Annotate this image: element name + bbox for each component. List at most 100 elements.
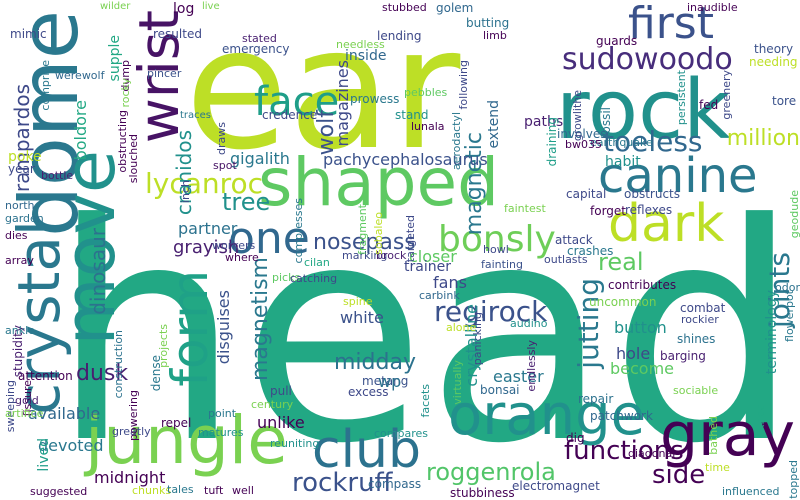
word-attention: attention	[18, 369, 73, 383]
word-pincer: pincer	[147, 67, 182, 80]
word-wilder: wilder	[100, 1, 131, 12]
word-ankle: ankle	[5, 324, 35, 337]
word-electromagnet: electromagnet	[512, 479, 600, 493]
word-patchwork: patchwork	[590, 409, 653, 423]
word-rockier: rockier	[681, 313, 719, 326]
word-bonsly: bonsly	[438, 219, 556, 260]
word-tales: tales	[167, 483, 194, 496]
word-geodude: geodude	[788, 190, 800, 239]
word-powering: powering	[127, 390, 140, 442]
word-midday: midday	[334, 350, 416, 375]
word-magazines: magazines	[333, 60, 352, 147]
word-million: million	[726, 126, 800, 151]
word-gray: gray	[660, 400, 796, 470]
word-jungle: jungle	[85, 402, 288, 479]
word-head: head	[51, 160, 800, 500]
word-regirock: regirock	[434, 295, 548, 328]
word-traces: traces	[180, 110, 212, 121]
word-well: well	[232, 484, 254, 497]
word-facets: facets	[419, 384, 432, 418]
word-greatly: greatly	[112, 425, 151, 438]
word-workers: workers	[212, 239, 256, 252]
word-inside: inside	[345, 48, 387, 64]
word-year: year	[8, 162, 35, 176]
word-sociable: sociable	[673, 384, 719, 397]
word-needing: needing	[749, 55, 798, 69]
word-paths: paths	[524, 114, 564, 130]
word-compass: compass	[368, 477, 422, 491]
word-fans: fans	[433, 273, 467, 292]
word-howl: howl	[483, 243, 509, 256]
word-lending: lending	[377, 29, 422, 43]
word-capital: capital	[566, 187, 607, 201]
word-face: face	[254, 79, 340, 125]
word-spine: spine	[343, 295, 373, 308]
word-lycanroc: lycanroc	[145, 167, 264, 200]
word-live: live	[202, 1, 220, 12]
word-resulted: resulted	[153, 27, 202, 41]
word-tore: tore	[772, 94, 797, 108]
word-following: following	[457, 60, 470, 110]
word-artifice: artifice	[5, 407, 44, 420]
word-combat: combat	[680, 301, 726, 315]
word-greenery: greenery	[720, 70, 733, 120]
word-inaudible: inaudible	[687, 1, 738, 14]
word-extend: extend	[486, 100, 502, 149]
word-bathed: bathed	[707, 416, 720, 455]
word-poke: poke	[8, 149, 42, 165]
word-repair: repair	[578, 392, 614, 406]
word-dig: dig	[566, 431, 585, 445]
word-compresses: compresses	[292, 198, 305, 264]
word-diagonal: diagonal	[628, 447, 676, 460]
word-carbink: carbink	[419, 289, 460, 302]
word-sobaleo: sobaleo	[372, 212, 385, 255]
word-century: century	[251, 398, 294, 411]
word-metang: metang	[362, 374, 409, 388]
word-one: one	[228, 213, 310, 264]
word-draws: draws	[215, 122, 228, 155]
word-reuniting: reuniting	[270, 437, 320, 450]
word-slouched: slouched	[127, 134, 140, 184]
word-prowess: prowess	[350, 92, 400, 106]
word-compares: compares	[374, 427, 428, 440]
word-functions: functions	[564, 436, 684, 466]
word-time: time	[705, 461, 730, 474]
word-stand: stand	[395, 108, 429, 122]
word-available: available	[28, 404, 101, 423]
word-habit: habit	[605, 154, 641, 170]
word-garden: garden	[5, 212, 44, 225]
word-gold: gold	[15, 394, 39, 407]
word-ear: ear	[185, 0, 461, 187]
word-tuft: tuft	[204, 484, 224, 497]
word-lunala: lunala	[411, 120, 445, 133]
word-contributes: contributes	[608, 278, 677, 292]
word-growlithe: growlithe	[571, 90, 584, 142]
word-rockruff: rockruff	[292, 468, 393, 498]
word-midnight: midnight	[94, 468, 166, 487]
word-easter: easter	[493, 367, 544, 386]
word-aerodactyl: aerodactyl	[450, 112, 463, 171]
word-wp: wp	[378, 372, 402, 391]
word-werewolf: werewolf	[55, 69, 105, 82]
word-grayish: grayish	[173, 237, 240, 258]
word-lived: lived	[36, 438, 52, 472]
word-involves: involves	[557, 127, 607, 141]
word-terminology: terminology	[764, 290, 780, 375]
word-credence: credence	[262, 108, 318, 122]
word-mimic: mimic	[10, 27, 47, 41]
word-barging: barging	[660, 349, 706, 363]
word-jutting: jutting	[572, 278, 605, 369]
word-pebbles: pebbles	[404, 86, 448, 99]
word-emergency: emergency	[222, 42, 290, 56]
word-magnetic: magnetic	[462, 132, 487, 236]
word-magnetism: magnetism	[248, 257, 273, 381]
word-shaped: shaped	[258, 144, 500, 221]
word-golem: golem	[436, 1, 474, 15]
word-inch: inch	[179, 180, 192, 204]
word-bw035: bw035	[565, 138, 602, 151]
word-fainting: fainting	[481, 258, 523, 271]
word-canine: canine	[598, 148, 758, 204]
word-dies: dies	[5, 229, 28, 242]
word-projects: projects	[157, 324, 170, 368]
word-toeless: toeless	[603, 125, 703, 158]
